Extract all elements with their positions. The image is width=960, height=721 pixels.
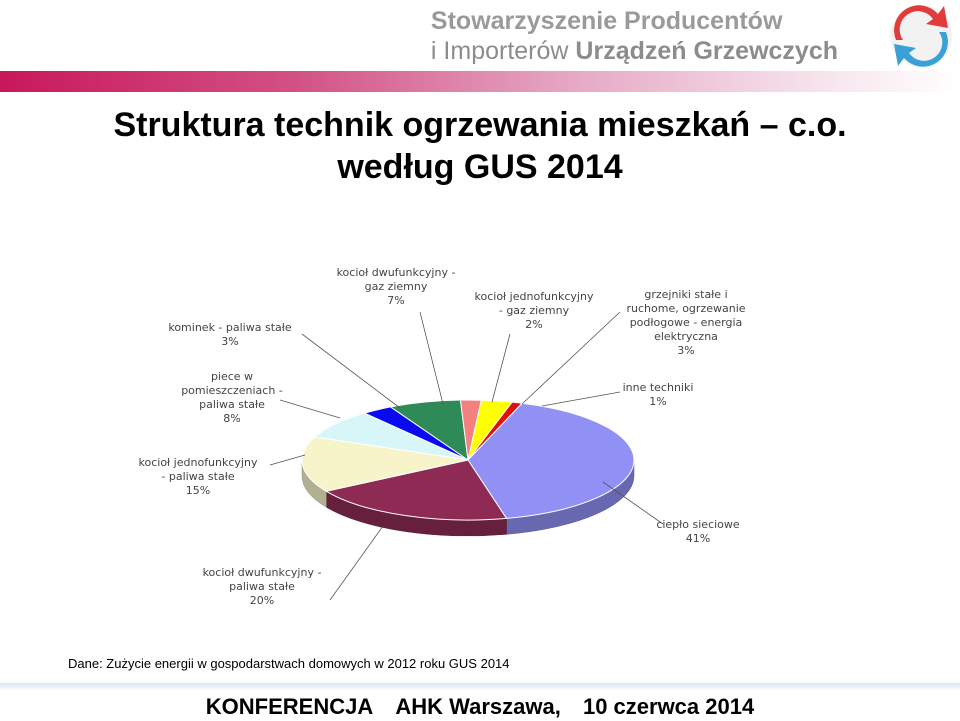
footer-divider <box>0 683 960 691</box>
slice-percent-label: 3% <box>677 344 694 357</box>
page-title-line1: Struktura technik ogrzewania mieszkań – … <box>113 106 847 144</box>
organization-name-line2-a: i Importerów <box>430 37 576 65</box>
slice-percent-label: 3% <box>221 335 238 348</box>
slice-label: paliwa stałe <box>199 398 265 411</box>
slice-label: podłogowe - energia <box>630 316 743 329</box>
slice-percent-label: 8% <box>223 412 240 425</box>
footer-place: AHK Warszawa, <box>395 694 561 719</box>
pie-slice <box>324 459 508 521</box>
slice-label: ciepło sieciowe <box>656 518 740 531</box>
page-title: Struktura technik ogrzewania mieszkań – … <box>0 104 960 188</box>
footer: KONFERENCJA AHK Warszawa, 10 czerwca 201… <box>0 694 960 720</box>
slice-percent-label: 15% <box>186 484 210 497</box>
pie-slice <box>301 436 469 492</box>
slice-label: kominek - paliwa stałe <box>168 321 292 334</box>
organization-name: Stowarzyszenie Producentów i Importerów … <box>431 6 838 66</box>
footer-date: 10 czerwca 2014 <box>582 694 755 719</box>
leader-line <box>602 481 664 525</box>
slice-percent-label: 20% <box>250 594 274 607</box>
slice-label: kocioł dwufunkcyjny - <box>337 266 456 279</box>
slice-label: kocioł dwufunkcyjny - <box>203 566 322 579</box>
leader-line <box>329 525 384 601</box>
footer-event: KONFERENCJA <box>205 694 374 719</box>
leader-line <box>491 333 511 403</box>
leader-line <box>419 311 444 405</box>
organization-name-line2: i Importerów Urządzeń Grzewczych <box>431 36 838 66</box>
page-title-line2: według GUS 2014 <box>337 148 623 186</box>
leader-line <box>521 311 621 405</box>
slice-label: - gaz ziemny <box>499 304 570 317</box>
leader-line <box>301 333 401 409</box>
slice-percent-label: 1% <box>649 395 666 408</box>
slice-percent-label: 41% <box>686 532 710 545</box>
slice-label: kocioł jednofunkcyjny <box>475 290 594 303</box>
slice-label: pomieszczeniach - <box>181 384 283 397</box>
header-gradient-bar <box>0 71 960 92</box>
pie-slice <box>467 401 524 461</box>
organization-name-line2-b: Urządzeń Grzewczych <box>575 37 838 65</box>
leader-line <box>279 399 341 419</box>
slice-label: gaz ziemny <box>365 280 428 293</box>
slice-label: ruchome, ogrzewanie <box>626 302 745 315</box>
circular-arrows-logo-icon <box>890 5 952 67</box>
slice-percent-label: 2% <box>525 318 542 331</box>
data-source-note: Dane: Zużycie energii w gospodarstwach d… <box>68 656 510 671</box>
slice-label: - paliwa stałe <box>161 470 234 483</box>
slice-label: paliwa stałe <box>229 580 295 593</box>
pie-slice <box>467 402 635 519</box>
slice-label: inne techniki <box>623 381 694 394</box>
slice-label: kocioł jednofunkcyjny <box>139 456 258 469</box>
slice-label: elektryczna <box>654 330 718 343</box>
organization-name-line1: Stowarzyszenie Producentów <box>430 7 783 35</box>
leader-line <box>269 454 306 466</box>
slice-label: piece w <box>211 370 253 383</box>
slice-percent-label: 7% <box>387 294 404 307</box>
leader-line <box>541 391 621 407</box>
slice-label: grzejniki stałe i <box>644 288 727 301</box>
